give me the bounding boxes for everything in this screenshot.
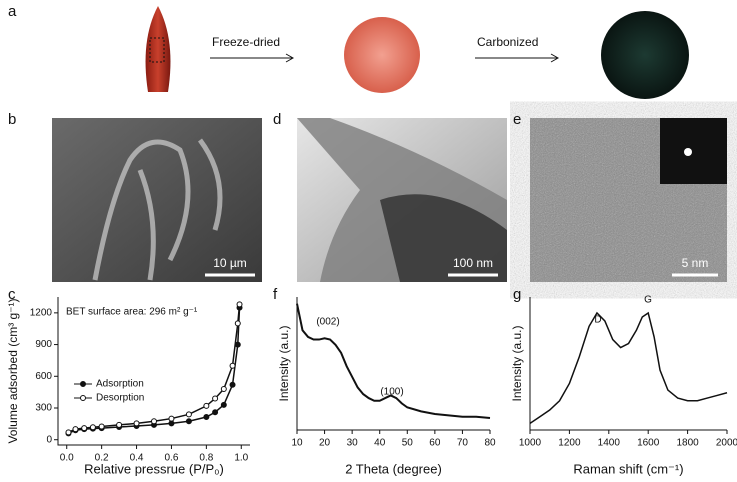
x-tick-label: 1600: [637, 438, 660, 449]
x-tick-label: 70: [457, 438, 469, 449]
x-tick-label: 1400: [598, 438, 621, 449]
x-tick-label: 80: [484, 438, 496, 449]
x-tick-label: 40: [374, 438, 386, 449]
y-axis-label: Volume adsorbed (cm³ g⁻¹): [6, 298, 20, 443]
y-tick-label: 300: [35, 403, 52, 414]
x-tick-label: 2000: [716, 438, 737, 449]
data-point: [229, 381, 236, 388]
scale-bar-label: 100 nm: [453, 256, 493, 270]
y-tick-label: 0: [46, 434, 52, 445]
x-axis-label: 2 Theta (degree): [345, 461, 442, 476]
data-point: [133, 420, 140, 427]
scale-bar-label: 5 nm: [682, 256, 709, 270]
x-axis-label: Relative pressrue (P/P₀): [84, 461, 224, 476]
x-tick-label: 1000: [519, 438, 542, 449]
panel-label: b: [8, 111, 16, 128]
y-tick-label: 900: [35, 339, 52, 350]
data-line: [68, 304, 241, 433]
y-tick-label: 600: [35, 371, 52, 382]
scale-bar-label: 10 µm: [213, 256, 247, 270]
x-tick-label: 1200: [558, 438, 581, 449]
panel-label: d: [273, 111, 281, 128]
saed-inset: [660, 118, 727, 184]
legend-label: Adsorption: [96, 379, 144, 390]
cut-box: [149, 37, 165, 63]
data-point: [65, 429, 72, 436]
annotation: (100): [380, 387, 403, 398]
data-point: [203, 413, 210, 420]
x-tick-label: 1800: [676, 438, 699, 449]
data-point: [89, 424, 96, 431]
annotation: G: [644, 295, 652, 306]
annotation: (002): [316, 317, 339, 328]
x-tick-label: 1.0: [234, 453, 248, 464]
data-line: [296, 303, 491, 420]
sem-image: [52, 118, 262, 282]
data-point: [98, 423, 105, 430]
data-point: [151, 418, 157, 425]
hydrogel-rod: [145, 6, 171, 92]
data-line: [529, 311, 728, 424]
x-tick-label: 0.8: [199, 453, 213, 464]
tem-flake-dark: [380, 194, 507, 282]
x-tick-label: 10: [291, 438, 303, 449]
axes: [529, 297, 727, 431]
data-point: [220, 385, 227, 392]
carbon-powder: [601, 11, 689, 99]
x-tick-label: 20: [319, 438, 331, 449]
data-point: [81, 425, 88, 432]
x-tick-label: 60: [429, 438, 441, 449]
saed-spot: [684, 148, 692, 156]
x-tick-label: 0.0: [60, 453, 74, 464]
annotation: D: [594, 315, 601, 326]
data-point: [168, 415, 175, 422]
foam-particles: [344, 17, 420, 93]
y-tick-label: 1200: [30, 307, 53, 318]
data-point: [168, 420, 175, 427]
legend-marker: [80, 395, 86, 401]
data-point: [185, 418, 192, 425]
panel-label: e: [513, 111, 521, 128]
panel-label: a: [8, 3, 17, 20]
data-point: [229, 362, 236, 369]
data-point: [220, 401, 227, 408]
panel-label: g: [513, 286, 521, 303]
axes: [57, 297, 250, 446]
y-axis-label: Intensity (a.u.): [277, 325, 291, 401]
data-point: [203, 402, 210, 409]
x-tick-label: 0.4: [130, 453, 144, 464]
data-point: [72, 426, 79, 433]
sem-features: [92, 138, 223, 281]
x-tick-label: 50: [402, 438, 414, 449]
data-point: [234, 320, 241, 327]
step-label: Freeze-dried: [212, 35, 280, 49]
data-line: [68, 307, 241, 435]
panel-label: f: [273, 286, 278, 303]
panel-label: c: [8, 286, 16, 303]
data-point: [116, 421, 123, 428]
annotation: BET surface area: 296 m² g⁻¹: [66, 307, 198, 318]
x-tick-label: 0.6: [165, 453, 179, 464]
x-axis-label: Raman shift (cm⁻¹): [573, 461, 683, 476]
data-point: [212, 395, 219, 402]
x-tick-label: 0.2: [95, 453, 109, 464]
x-tick-label: 30: [347, 438, 359, 449]
step-label: Carbonized: [477, 35, 538, 49]
y-axis-label: Intensity (a.u.): [510, 325, 524, 401]
data-point: [185, 411, 192, 418]
legend-label: Desorption: [96, 393, 144, 404]
data-point: [236, 301, 243, 308]
legend-marker: [80, 381, 86, 387]
arrow-head: [550, 53, 560, 63]
data-point: [212, 409, 219, 416]
arrow-head: [285, 53, 295, 63]
